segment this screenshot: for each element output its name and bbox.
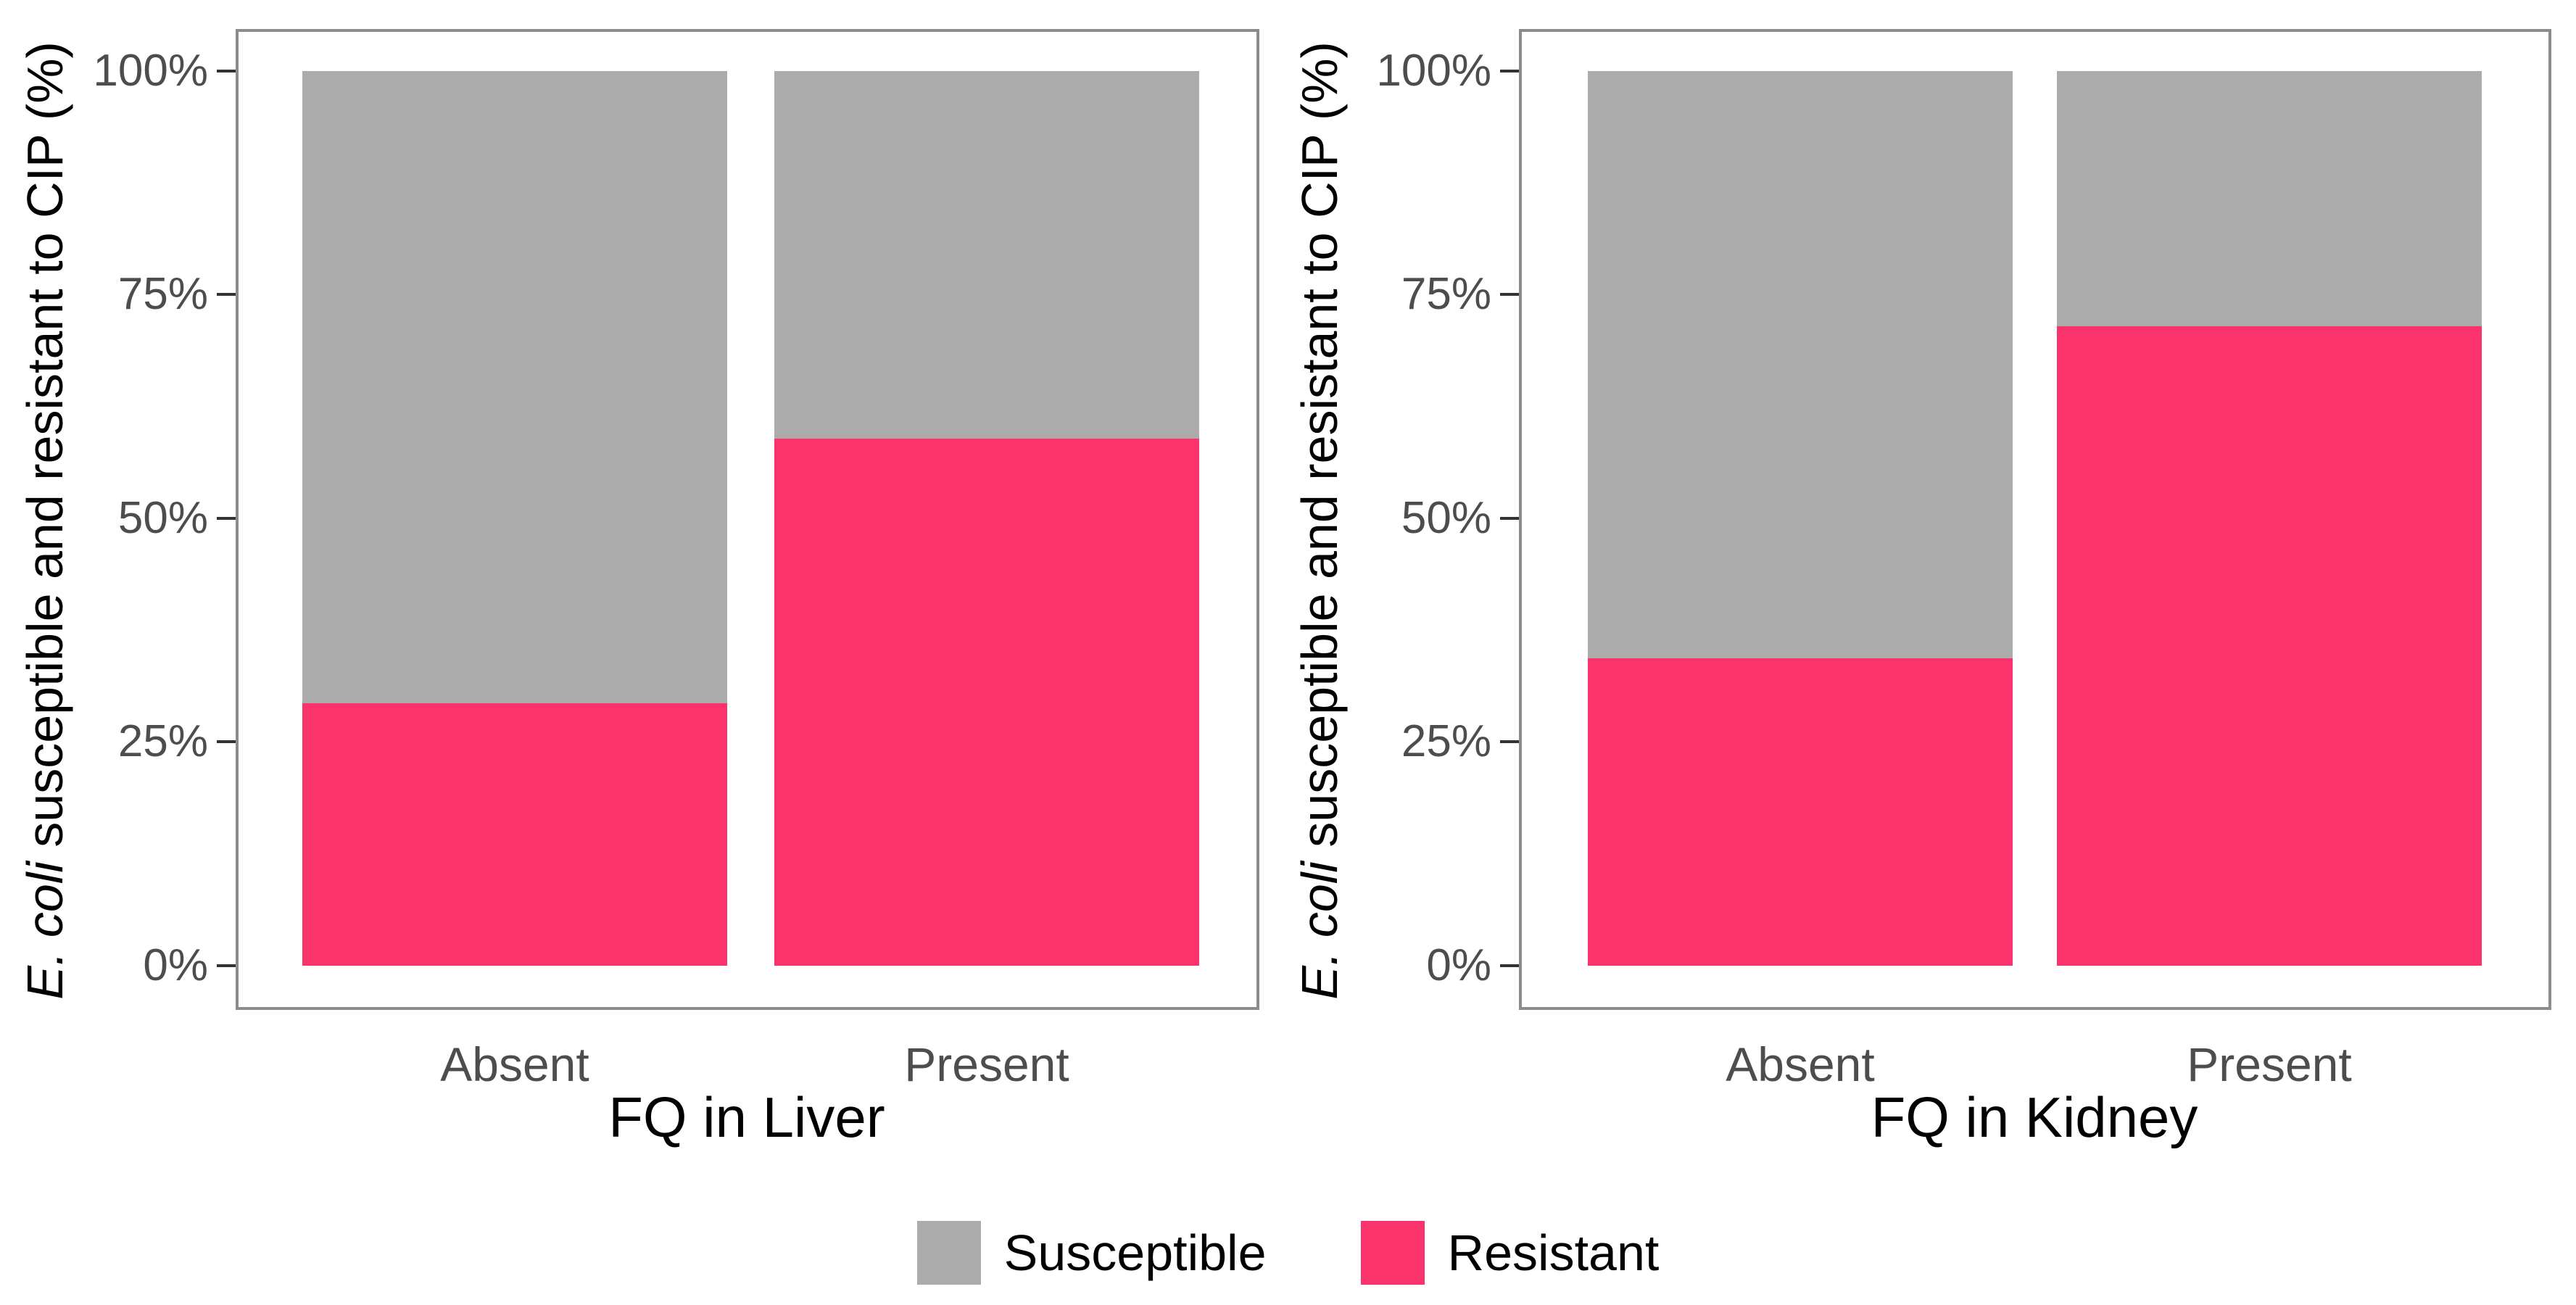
y-tick-label-0-left: 0% — [143, 940, 208, 990]
legend: Susceptible Resistant — [0, 1219, 2576, 1286]
y-tick-mark — [217, 740, 236, 743]
y-tick-label-25-right: 25% — [1401, 716, 1491, 766]
bar-segment-susceptible — [2057, 71, 2482, 326]
x-tick-label-kidney-absent: Absent — [1726, 1037, 1875, 1091]
bar-segment-susceptible — [302, 71, 727, 704]
x-axis-title-kidney: FQ in Kidney — [1871, 1085, 2198, 1149]
y-tick-label-0-right: 0% — [1426, 940, 1491, 990]
y-tick-label-50-left: 50% — [117, 493, 208, 543]
y-tick-mark — [1500, 740, 1519, 743]
y-tick-label-75-left: 75% — [117, 269, 208, 319]
y-tick-mark — [217, 964, 236, 967]
y-tick-mark — [1500, 70, 1519, 72]
legend-item-resistant: Resistant — [1360, 1221, 1660, 1285]
y-tick-label-75-right: 75% — [1401, 269, 1491, 319]
x-tick-label-liver-present: Present — [904, 1037, 1069, 1091]
stacked-bar-liver-absent — [302, 71, 727, 966]
bar-segment-resistant — [1588, 658, 2013, 966]
stacked-bar-liver-present — [774, 71, 1199, 966]
plot-panel-liver — [236, 29, 1259, 1010]
bar-segment-resistant — [2057, 326, 2482, 966]
legend-key-susceptible — [916, 1221, 981, 1285]
y-tick-mark — [217, 517, 236, 520]
bar-segment-resistant — [302, 703, 727, 966]
x-tick-label-kidney-present: Present — [2187, 1037, 2352, 1091]
x-tick-label-liver-absent: Absent — [440, 1037, 589, 1091]
bar-segment-resistant — [774, 439, 1199, 966]
bar-segment-susceptible — [774, 71, 1199, 439]
stacked-bar-kidney-present — [2057, 71, 2482, 966]
stacked-bar-kidney-absent — [1588, 71, 2013, 966]
y-tick-mark — [217, 70, 236, 72]
legend-key-resistant — [1360, 1221, 1425, 1285]
y-tick-mark — [1500, 517, 1519, 520]
y-tick-label-25-left: 25% — [117, 716, 208, 766]
bar-segment-susceptible — [1588, 71, 2013, 658]
y-tick-mark — [217, 293, 236, 296]
y-tick-label-100-left: 100% — [93, 46, 208, 96]
plot-panel-kidney — [1519, 29, 2551, 1010]
legend-label-susceptible: Susceptible — [1003, 1225, 1267, 1281]
x-axis-title-liver: FQ in Liver — [608, 1085, 885, 1149]
legend-label-resistant: Resistant — [1447, 1225, 1660, 1281]
y-tick-mark — [1500, 293, 1519, 296]
y-tick-label-50-right: 50% — [1401, 493, 1491, 543]
y-tick-mark — [1500, 964, 1519, 967]
legend-item-susceptible: Susceptible — [916, 1221, 1267, 1285]
y-tick-label-100-right: 100% — [1376, 46, 1491, 96]
